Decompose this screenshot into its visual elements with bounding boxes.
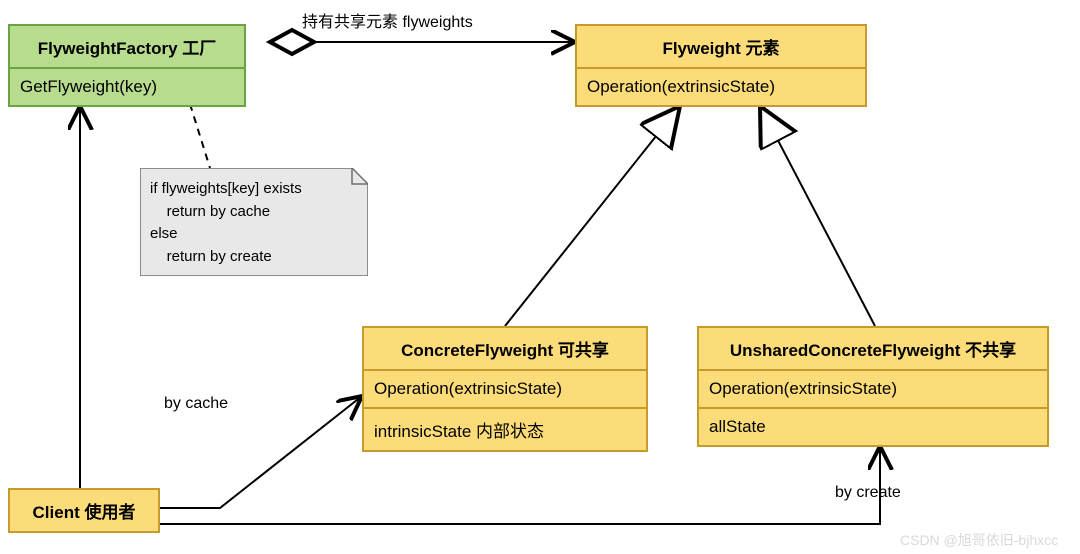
box-factory: FlyweightFactory 工厂 GetFlyweight(key) <box>8 24 246 107</box>
box-unshared: UnsharedConcreteFlyweight 不共享 Operation(… <box>697 326 1049 447</box>
box-unshared-title: UnsharedConcreteFlyweight 不共享 <box>699 328 1047 371</box>
label-aggregation: 持有共享元素 flyweights <box>302 8 473 32</box>
box-flyweight: Flyweight 元素 Operation(extrinsicState) <box>575 24 867 107</box>
edge-note-link <box>190 104 210 168</box>
edge-client-unshared <box>160 446 880 524</box>
label-by-cache: by cache <box>164 395 228 413</box>
edge-gen-unshared <box>760 106 875 326</box>
box-flyweight-row0: Operation(extrinsicState) <box>577 69 865 105</box>
box-client-title: Client 使用者 <box>10 490 158 531</box>
watermark: CSDN @旭哥依旧-bjhxcc <box>900 530 1058 550</box>
note: if flyweights[key] exists return by cach… <box>140 168 368 276</box>
box-flyweight-title: Flyweight 元素 <box>577 26 865 69</box>
box-concrete-row1: intrinsicState 内部状态 <box>364 409 646 450</box>
edge-gen-concrete <box>505 106 680 326</box>
box-client: Client 使用者 <box>8 488 160 533</box>
label-by-create: by create <box>835 484 901 502</box>
box-concrete-row0: Operation(extrinsicState) <box>364 371 646 409</box>
box-factory-row0: GetFlyweight(key) <box>10 69 244 105</box>
box-unshared-row1: allState <box>699 409 1047 445</box>
box-factory-title: FlyweightFactory 工厂 <box>10 26 244 69</box>
box-concrete: ConcreteFlyweight 可共享 Operation(extrinsi… <box>362 326 648 452</box>
box-unshared-row0: Operation(extrinsicState) <box>699 371 1047 409</box>
box-concrete-title: ConcreteFlyweight 可共享 <box>364 328 646 371</box>
